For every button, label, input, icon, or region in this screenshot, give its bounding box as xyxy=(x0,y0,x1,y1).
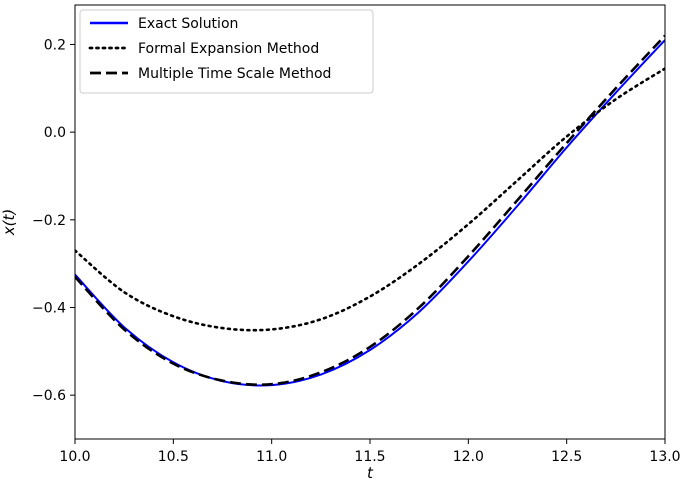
y-tick-label: −0.2 xyxy=(32,213,66,229)
x-tick-label: 11.0 xyxy=(256,449,287,465)
x-tick-label: 10.5 xyxy=(158,449,189,465)
legend: Exact Solution Formal Expansion Method Mul… xyxy=(79,9,374,94)
x-ticks: 10.0 10.5 11.0 11.5 12.0 12.5 13.0 xyxy=(59,439,681,465)
series-line-formal-expansion-method xyxy=(75,67,665,332)
legend-label-formal-expansion-method: Formal Expansion Method xyxy=(138,41,319,57)
legend-label-exact-solution: Exact Solution xyxy=(138,16,238,32)
y-ticks: −0.6 −0.4 −0.2 0.0 0.2 xyxy=(32,37,75,404)
x-tick-label: 10.0 xyxy=(59,449,90,465)
series-line-multiple-time-scale-method xyxy=(75,34,665,387)
legend-label-multiple-time-scale-method: Multiple Time Scale Method xyxy=(138,66,331,82)
x-axis-label: t xyxy=(367,464,374,482)
y-tick-label: 0.0 xyxy=(44,125,66,141)
legend-box xyxy=(79,9,374,94)
y-tick-label: −0.6 xyxy=(32,388,66,404)
y-tick-label: 0.2 xyxy=(44,37,66,53)
series-layer xyxy=(75,34,665,387)
x-tick-label: 11.5 xyxy=(354,449,385,465)
x-tick-label: 12.5 xyxy=(551,449,582,465)
y-tick-label: −0.4 xyxy=(32,300,66,316)
x-tick-label: 12.0 xyxy=(453,449,484,465)
y-axis-label: x(t) xyxy=(0,209,18,236)
x-tick-label: 13.0 xyxy=(649,449,680,465)
